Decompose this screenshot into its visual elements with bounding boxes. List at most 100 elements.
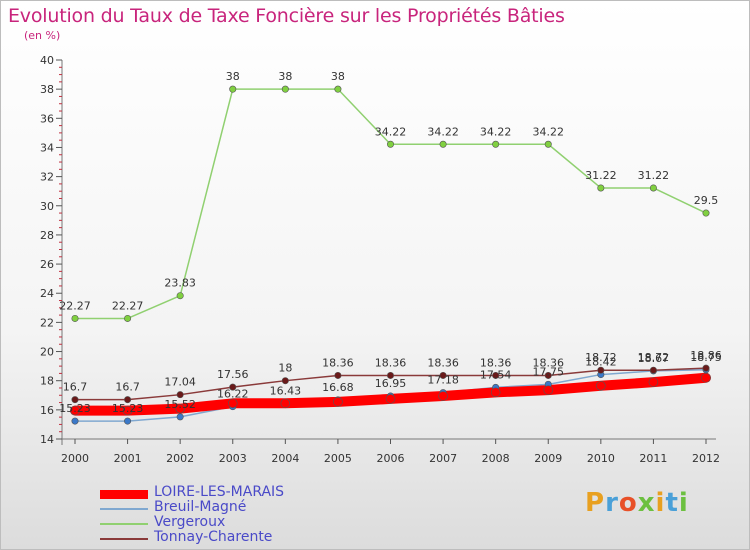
data-point	[492, 140, 500, 148]
data-point	[648, 377, 659, 387]
y-tick-label: 20	[40, 346, 54, 359]
data-point	[175, 403, 185, 414]
data-point	[702, 209, 710, 217]
x-tick-label: 2002	[166, 452, 194, 465]
y-tick-label: 14	[40, 433, 54, 446]
logo-letter: o	[618, 488, 638, 518]
x-tick-label: 2008	[482, 452, 510, 465]
data-point	[176, 292, 184, 300]
data-point	[492, 371, 500, 379]
data-label: 17.54	[480, 368, 512, 381]
data-label: 16.68	[322, 381, 354, 394]
data-point	[280, 398, 291, 409]
data-label: 16.7	[63, 381, 88, 394]
logo-letter: r	[605, 488, 619, 518]
data-point	[596, 380, 606, 391]
data-label: 18.36	[427, 356, 459, 369]
data-point	[71, 314, 79, 322]
data-point	[334, 85, 342, 93]
y-tick-label: 16	[40, 404, 54, 417]
data-label: 18.75	[690, 351, 722, 364]
data-label: 18.36	[533, 356, 565, 369]
data-label: 15.23	[112, 402, 144, 415]
data-label: 18.67	[638, 352, 670, 365]
data-point	[544, 140, 552, 148]
data-label: 15.23	[59, 402, 91, 415]
data-point	[649, 184, 657, 192]
data-label: 34.22	[427, 125, 459, 138]
x-tick-label: 2012	[692, 452, 720, 465]
legend-swatch	[100, 523, 148, 525]
data-point	[701, 372, 711, 383]
data-point	[281, 85, 289, 93]
data-label: 17.04	[164, 376, 196, 389]
x-tick-label: 2005	[324, 452, 352, 465]
x-tick-label: 2004	[271, 452, 299, 465]
data-point	[229, 383, 237, 391]
legend-swatch	[100, 538, 148, 540]
data-point	[439, 140, 447, 148]
data-label: 38	[278, 70, 292, 83]
y-tick-label: 24	[40, 287, 54, 300]
x-tick-label: 2011	[639, 452, 667, 465]
data-label: 16.22	[217, 388, 249, 401]
y-tick-label: 30	[40, 200, 54, 213]
y-tick-label: 40	[40, 54, 54, 67]
x-tick-label: 2007	[429, 452, 457, 465]
data-point	[176, 391, 184, 399]
data-label: 16.95	[375, 377, 407, 390]
data-point	[70, 405, 80, 416]
data-point	[229, 85, 237, 93]
data-point	[438, 391, 448, 401]
data-point	[124, 314, 132, 322]
x-tick-label: 2010	[587, 452, 615, 465]
data-label: 22.27	[112, 299, 144, 312]
data-point	[71, 417, 79, 425]
x-tick-label: 2000	[61, 452, 89, 465]
data-point	[439, 371, 447, 379]
data-point	[122, 405, 133, 416]
chart-unit-label: (en %)	[24, 29, 61, 42]
data-label: 17.56	[217, 368, 249, 381]
data-point	[597, 366, 605, 374]
logo-letter: P	[585, 488, 606, 518]
data-label: 23.83	[164, 277, 196, 290]
data-point	[597, 184, 605, 192]
data-point	[176, 413, 184, 421]
data-point	[385, 394, 396, 404]
legend-swatch	[100, 489, 148, 499]
legend-swatch	[100, 508, 148, 510]
data-point	[124, 417, 132, 425]
logo-letter: t	[665, 488, 679, 518]
y-tick-label: 32	[40, 171, 54, 184]
x-tick-label: 2006	[377, 452, 405, 465]
data-point	[543, 385, 554, 395]
logo-letter: i	[655, 488, 666, 518]
data-label: 18.72	[585, 351, 617, 364]
y-tick-label: 26	[40, 258, 54, 271]
data-point	[334, 371, 342, 379]
data-label: 38	[331, 70, 345, 83]
chart-title: Evolution du Taux de Taxe Foncière sur l…	[8, 5, 565, 27]
x-tick-label: 2009	[534, 452, 562, 465]
data-point	[71, 396, 79, 404]
data-point	[227, 398, 238, 409]
logo-letter: i	[678, 488, 689, 518]
data-label: 17.75	[533, 365, 565, 378]
data-label: 18.36	[480, 356, 512, 369]
x-tick-label: 2001	[114, 452, 142, 465]
y-tick-label: 18	[40, 375, 54, 388]
data-label: 18.36	[375, 356, 407, 369]
legend-label: Tonnay-Charente	[154, 529, 273, 545]
data-point	[281, 377, 289, 385]
data-label: 16.43	[270, 385, 302, 398]
data-label: 34.22	[375, 125, 407, 138]
legend-label: Breuil-Magné	[154, 499, 247, 515]
legend-label: LOIRE-LES-MARAIS	[154, 484, 285, 500]
y-tick-label: 28	[40, 229, 54, 242]
data-label: 15.52	[164, 398, 196, 411]
data-label: 31.22	[638, 169, 670, 182]
data-label: 38	[226, 70, 240, 83]
data-label: 18.72	[638, 351, 670, 364]
data-label: 31.22	[585, 169, 617, 182]
